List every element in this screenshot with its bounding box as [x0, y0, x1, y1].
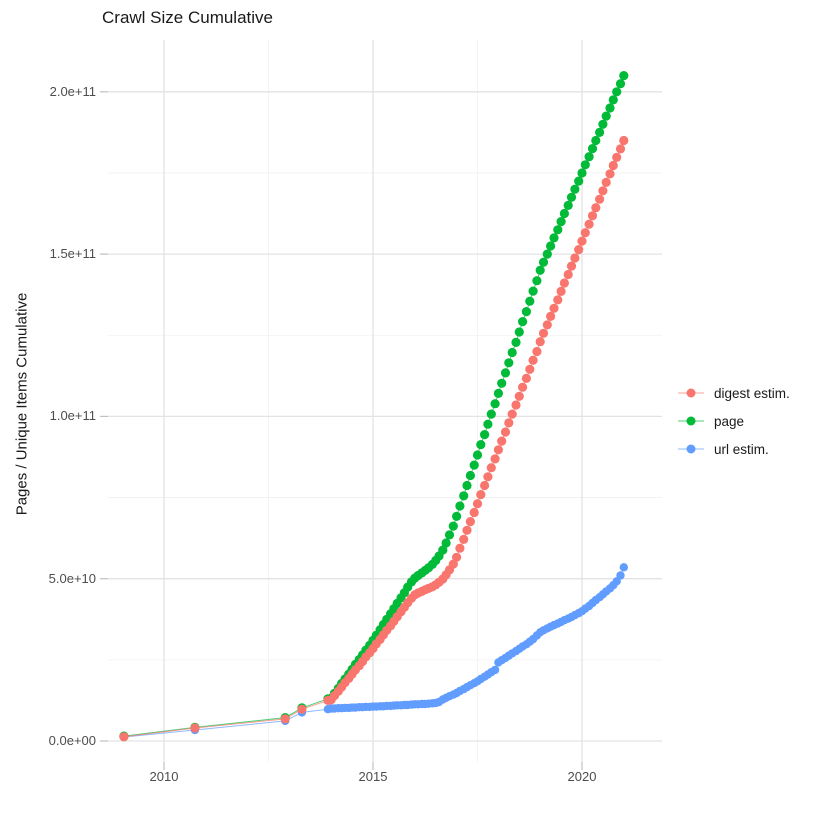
legend-key-point-icon — [678, 388, 704, 398]
y-axis-title: Pages / Unique Items Cumulative — [13, 292, 31, 516]
x-tick-label: 2015 — [358, 769, 388, 784]
legend-key-point-icon — [678, 416, 704, 426]
y-tick-label: 0.0e+00 — [48, 733, 96, 748]
legend-item-url: url estim. — [676, 435, 790, 463]
y-tick-label: 1.0e+11 — [49, 408, 96, 423]
x-tick-label: 2010 — [149, 769, 179, 784]
legend-label-url: url estim. — [714, 441, 769, 457]
legend-label-page: page — [714, 413, 745, 429]
y-tick-label: 1.5e+11 — [49, 246, 96, 261]
chart-title: Crawl Size Cumulative — [102, 8, 273, 27]
y-tick-label: 5.0e+10 — [48, 571, 96, 586]
legend: digest estim. page url estim. — [676, 379, 790, 463]
legend-item-page: page — [676, 407, 790, 435]
legend-item-digest: digest estim. — [676, 379, 790, 407]
legend-label-digest: digest estim. — [714, 385, 790, 401]
y-tick-label: 2.0e+11 — [49, 84, 96, 99]
x-tick-label: 2020 — [567, 769, 597, 784]
legend-key-point-icon — [678, 444, 704, 454]
